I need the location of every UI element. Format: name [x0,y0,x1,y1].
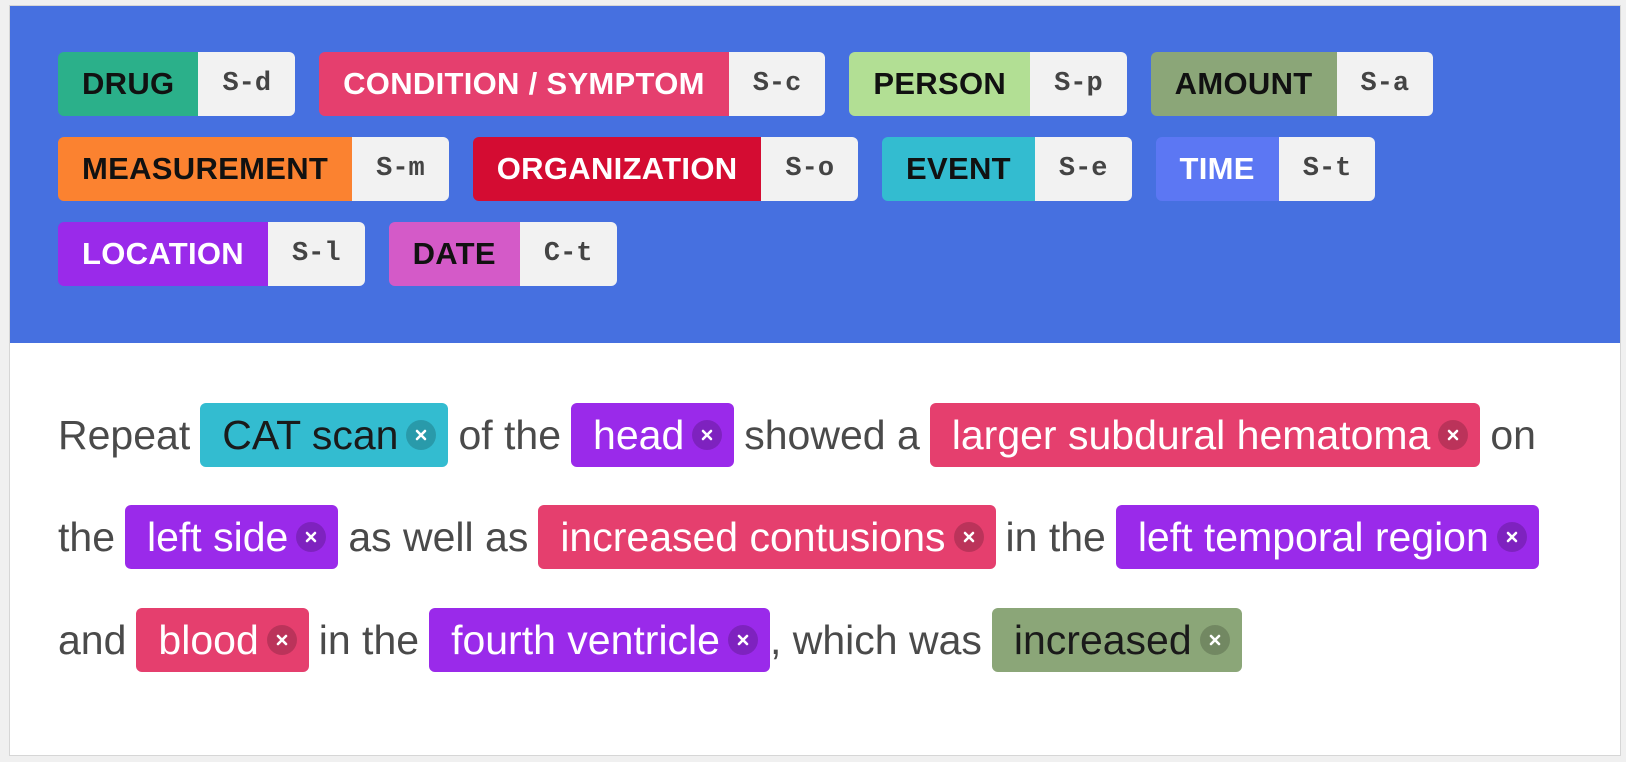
entity-condition-symptom[interactable]: blood [136,608,309,672]
label-shortcut: S-l [267,222,365,286]
label-button-location[interactable]: LOCATION S-l [58,222,365,286]
entity-text: left temporal region [1137,514,1489,560]
text-line: Repeat CAT scan of the head showed a larger s… [58,403,1536,467]
label-toolbar: DRUG S-d CONDITION / SYMPTOM S-c PERSON S-p AM… [10,6,1620,343]
label-shortcut: S-m [352,137,449,201]
close-icon[interactable] [692,420,723,450]
plain-text: on [1490,411,1536,458]
entity-text: CAT scan [222,412,399,458]
label-name: DATE [388,222,520,286]
close-icon[interactable] [1199,625,1230,655]
close-icon[interactable] [406,420,437,450]
close-icon[interactable] [727,625,758,655]
entity-text: head [593,412,685,458]
entity-condition-symptom[interactable]: increased contusions [538,505,996,569]
label-shortcut: S-t [1278,137,1376,201]
entity-event[interactable]: CAT scan [200,403,449,467]
label-name: LOCATION [58,222,268,286]
entity-text: blood [158,617,259,663]
label-shortcut: S-a [1336,52,1434,116]
entity-text: increased [1013,617,1192,663]
label-row: LOCATION S-l DATE C-t [58,222,617,286]
label-button-event[interactable]: EVENT S-e [882,137,1132,201]
entity-location[interactable]: head [571,403,735,467]
label-button-drug[interactable]: DRUG S-d [58,52,296,116]
label-shortcut: S-d [198,52,296,116]
close-icon[interactable] [1496,522,1527,552]
label-row: MEASUREMENT S-m ORGANIZATION S-o EVENT S-e TIM… [58,137,1376,201]
label-name: DRUG [58,52,199,116]
label-shortcut: S-p [1030,52,1127,116]
label-button-date[interactable]: DATE C-t [388,222,617,286]
label-row: DRUG S-d CONDITION / SYMPTOM S-c PERSON S-p AM… [58,52,1434,116]
label-button-amount[interactable]: AMOUNT S-a [1150,52,1434,116]
label-shortcut: S-o [761,137,859,201]
label-shortcut: S-c [728,52,826,116]
entity-text: increased contusions [560,514,946,560]
label-button-measurement[interactable]: MEASUREMENT S-m [58,137,449,201]
entity-text: larger subdural hematoma [951,412,1431,458]
label-name: EVENT [882,137,1035,201]
label-name: PERSON [849,52,1031,116]
plain-text: in the [1005,513,1106,560]
close-icon[interactable] [266,625,297,655]
label-name: AMOUNT [1150,52,1337,116]
close-icon[interactable] [1438,420,1469,450]
label-name: CONDITION / SYMPTOM [319,52,729,116]
plain-text: , which was [769,616,982,663]
close-icon[interactable] [953,522,984,552]
label-button-organization[interactable]: ORGANIZATION S-o [472,137,859,201]
entity-location[interactable]: left temporal region [1115,505,1539,569]
label-shortcut: C-t [519,222,617,286]
entity-text: left side [147,514,289,560]
label-shortcut: S-e [1034,137,1132,201]
close-icon[interactable] [296,522,327,552]
entity-amount[interactable]: increased [991,608,1242,672]
plain-text: Repeat [58,411,191,458]
entity-condition-symptom[interactable]: larger subdural hematoma [929,403,1481,467]
label-name: MEASUREMENT [58,137,353,201]
plain-text: of the [458,411,562,458]
plain-text: showed a [744,411,920,458]
entity-text: fourth ventricle [451,617,720,663]
entity-location[interactable]: fourth ventricle [429,608,770,672]
label-name: ORGANIZATION [472,137,762,201]
label-button-person[interactable]: PERSON S-p [849,52,1127,116]
plain-text: in the [318,616,420,663]
plain-text: the [58,513,115,560]
label-name: TIME [1155,137,1279,201]
label-button-condition-symptom[interactable]: CONDITION / SYMPTOM S-c [319,52,826,116]
annotation-widget: DRUG S-d CONDITION / SYMPTOM S-c PERSON S-p AM… [9,5,1621,756]
text-line: and blood in the fourth ventricle , which wa… [58,608,1252,672]
plain-text: as well as [348,513,529,560]
entity-location[interactable]: left side [125,505,339,569]
label-button-time[interactable]: TIME S-t [1155,137,1376,201]
text-line: the left side as well as increased contusio… [58,505,1549,569]
plain-text: and [58,616,127,663]
